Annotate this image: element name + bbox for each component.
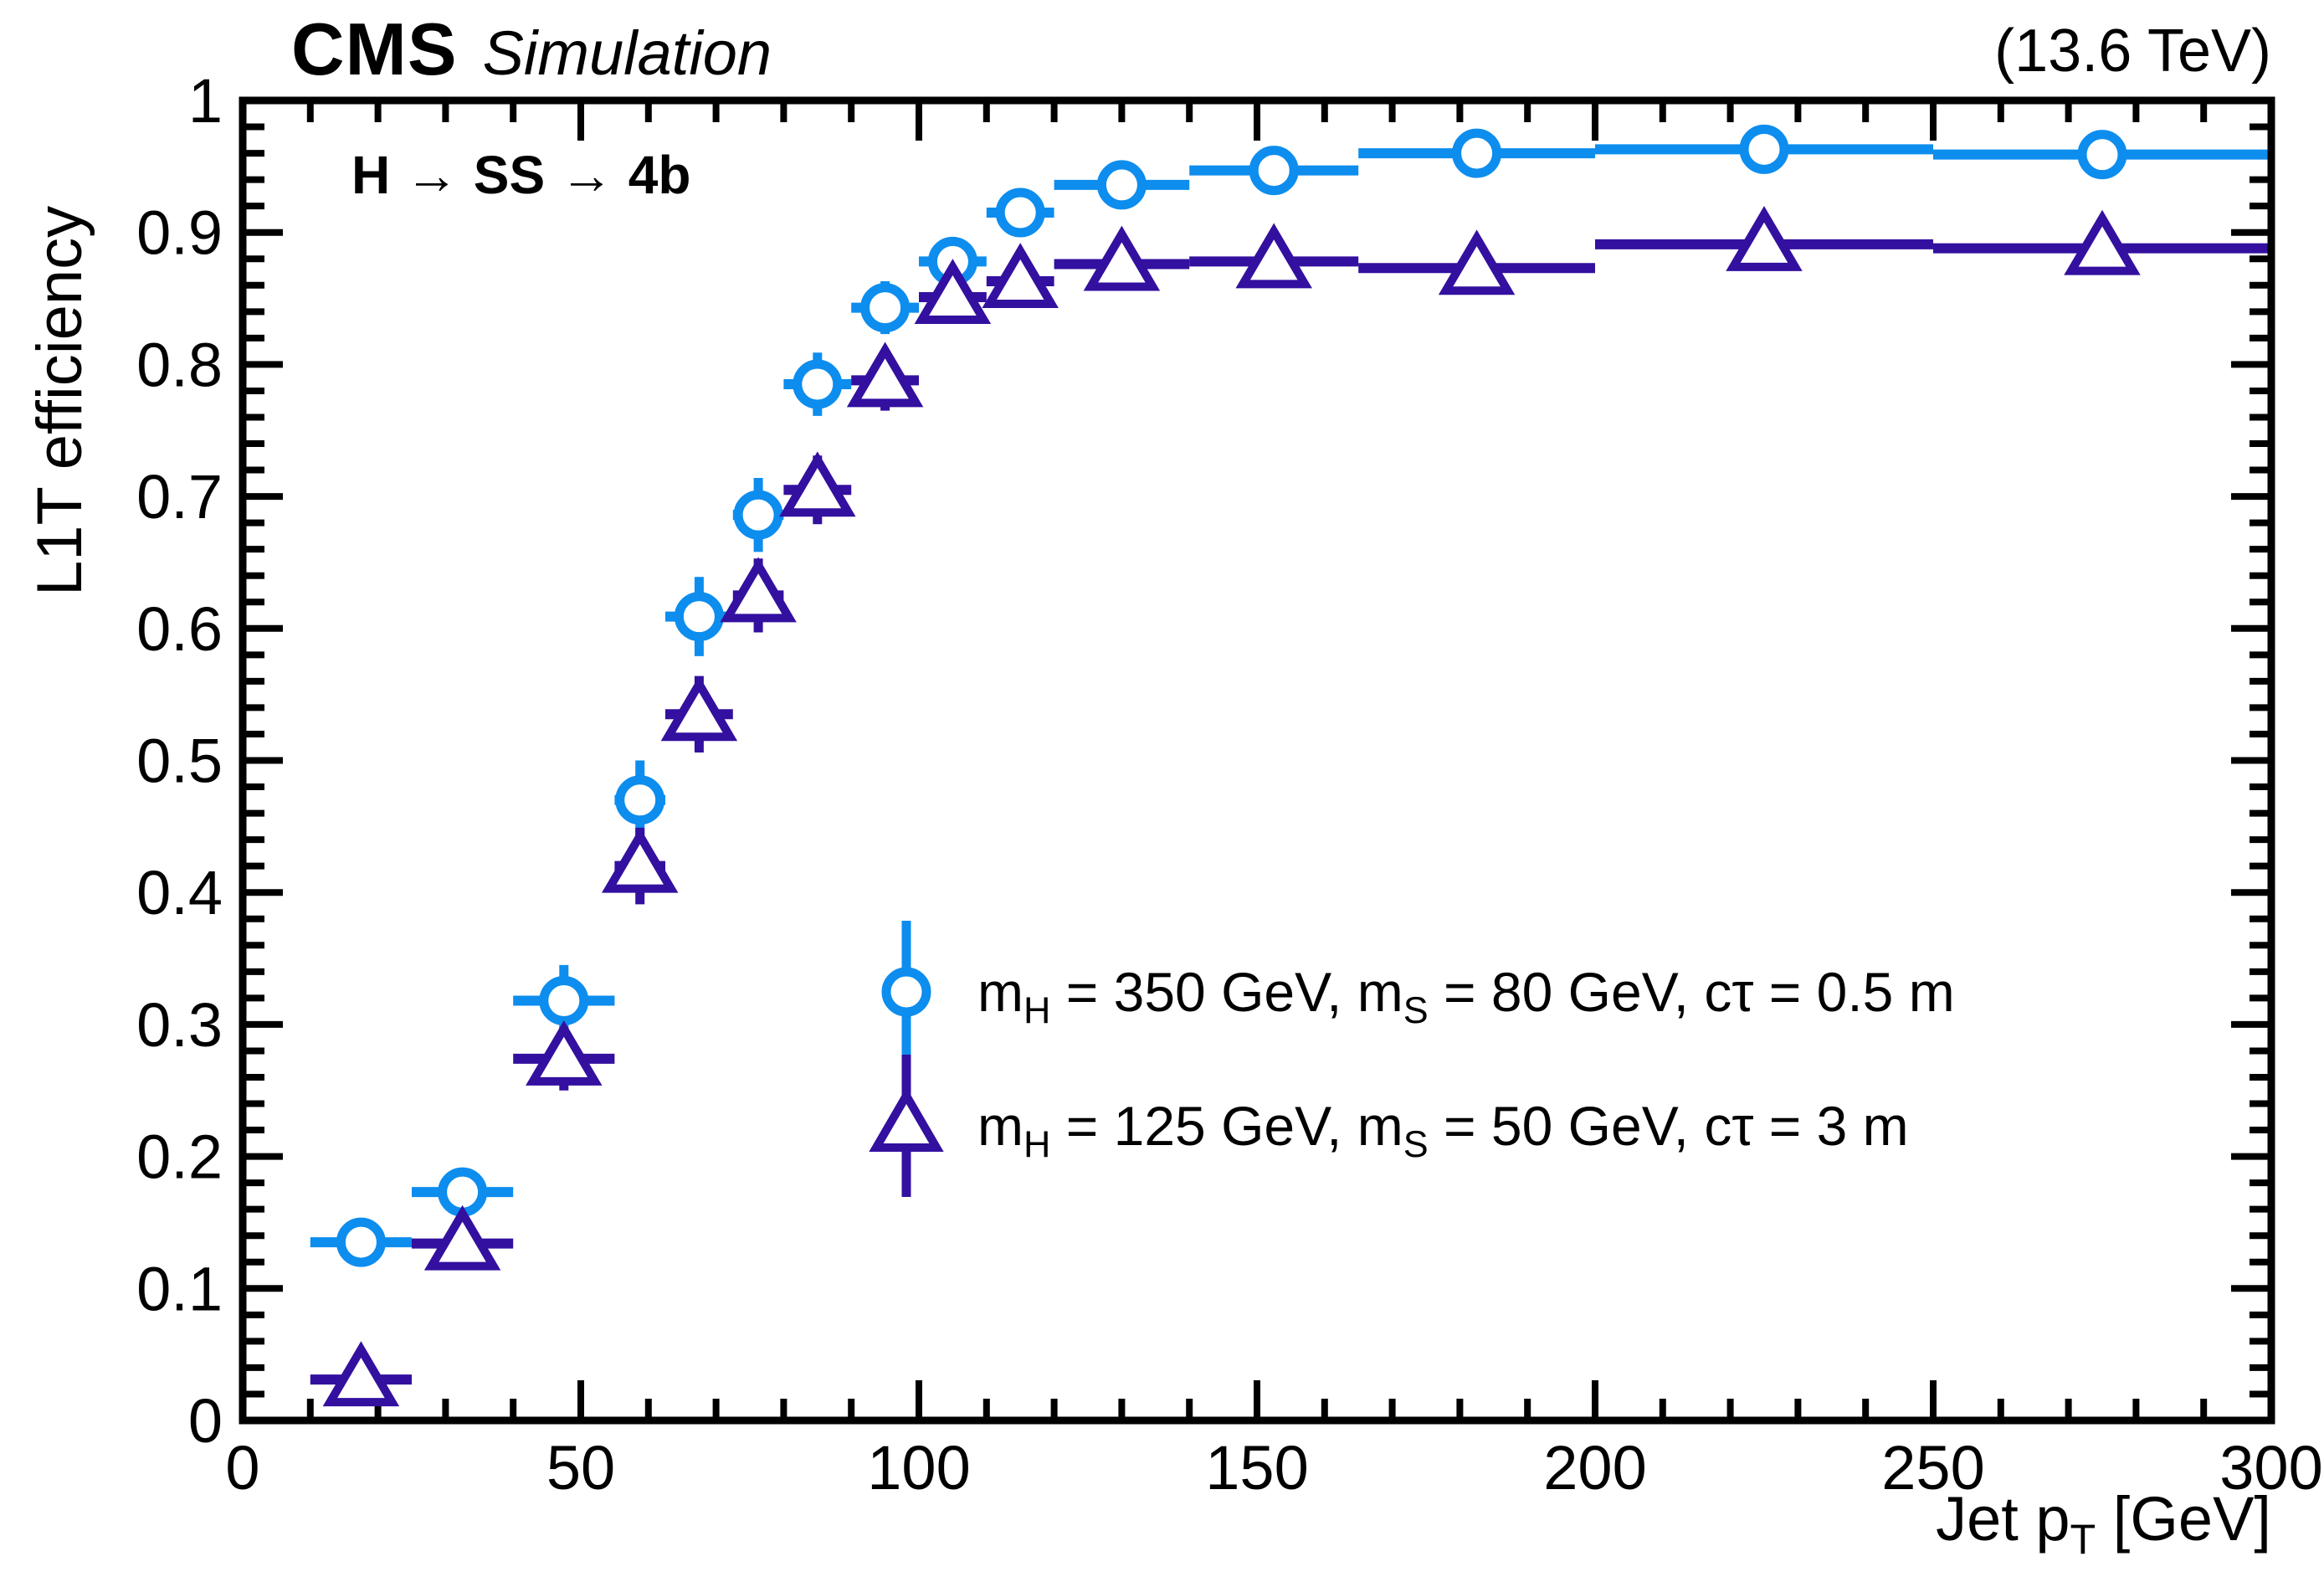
x-tick-label: 300 [2219,1433,2322,1502]
axis-tick-labels: 0 50 100 150 200 250 300 0 0.1 0.2 0.3 0.4 0.5 0.6 0.7… [136,66,2323,1502]
legend-marker-triangle [869,1055,944,1197]
x-tick-label: 150 [1205,1433,1308,1502]
data-point-triangle [526,1020,603,1086]
axis-ticks [239,97,2275,1424]
process-label: H → SS → 4b [351,145,691,205]
data-point-triangle [914,259,992,324]
data-point-circle [615,775,665,825]
y-tick-label: 0.1 [136,1254,223,1323]
data-point-triangle [779,451,856,517]
y-tick-label: 0 [188,1386,223,1456]
data-point-triangle [720,557,797,623]
data-point-triangle [660,675,738,742]
x-tick-label: 50 [546,1433,615,1502]
x-tick-label: 200 [1543,1433,1646,1502]
x-axis-title: Jet pT [GeV] [1936,1483,2271,1559]
y-tick-label: 0.9 [136,198,223,268]
frame-border [239,96,2275,1425]
data-point-triangle [1083,225,1161,291]
y-tick-label: 0.7 [136,462,223,532]
cms-logo-text: CMS [291,8,458,90]
y-tick-label: 0.3 [136,990,223,1060]
y-tick-label: 0.4 [136,858,223,927]
data-point-triangle [1235,223,1312,289]
data-point-circle [793,359,843,409]
y-tick-label: 1 [188,66,223,136]
data-point-circle [1452,128,1502,178]
data-point-circle [995,187,1045,238]
data-point-circle [1096,160,1147,210]
data-point-circle [860,283,911,333]
header-left: CMS Simulation [291,7,772,92]
data-point-triangle [322,1341,400,1407]
x-axis-title-sub: T [2070,1514,2096,1563]
y-tick-label: 0.8 [136,330,223,399]
x-tick-label: 250 [1881,1433,1984,1502]
legend-entry-triangle: mH = 125 GeV, mS = 50 GeV, cτ = 3 m [869,1055,1909,1197]
x-axis-title-main: Jet p [1936,1484,2070,1554]
data-point-triangle [423,1204,501,1271]
x-axis-title-unit: [GeV] [2096,1484,2271,1554]
data-point-triangle [1726,206,1803,271]
data-point-circle [1249,146,1299,196]
data-point-triangle [982,243,1059,309]
data-point-triangle [2064,209,2141,275]
x-tick-label: 100 [867,1433,970,1502]
legend-entry-circle: mH = 350 GeV, mS = 80 GeV, cτ = 0.5 m [869,921,1955,1063]
series-triangle [310,206,2271,1407]
data-point-triangle [1438,229,1516,295]
plot-frame [239,96,2275,1425]
data-point-circle [733,490,783,540]
data-point-circle [1739,124,1789,174]
data-point-triangle [601,827,679,893]
x-tick-label: 0 [225,1433,259,1502]
energy-label: (13.6 TeV) [1994,18,2271,85]
data-point-circle [336,1217,386,1267]
y-axis-title: L1T efficiency [24,205,95,596]
legend-label-1: mH = 350 GeV, mS = 80 GeV, cτ = 0.5 m [977,961,1955,1032]
data-series [310,124,2271,1407]
y-tick-label: 0.2 [136,1122,223,1192]
y-tick-label: 0.6 [136,594,223,664]
legend-label-2: mH = 125 GeV, mS = 50 GeV, cτ = 3 m [977,1095,1909,1166]
simulation-label: Simulation [482,18,772,88]
y-tick-label: 0.5 [136,727,223,796]
data-point-circle [539,976,589,1026]
data-point-circle [2077,130,2127,180]
data-point-triangle [846,342,924,408]
legend-marker-circle [881,921,931,1063]
data-point-circle [674,592,724,642]
